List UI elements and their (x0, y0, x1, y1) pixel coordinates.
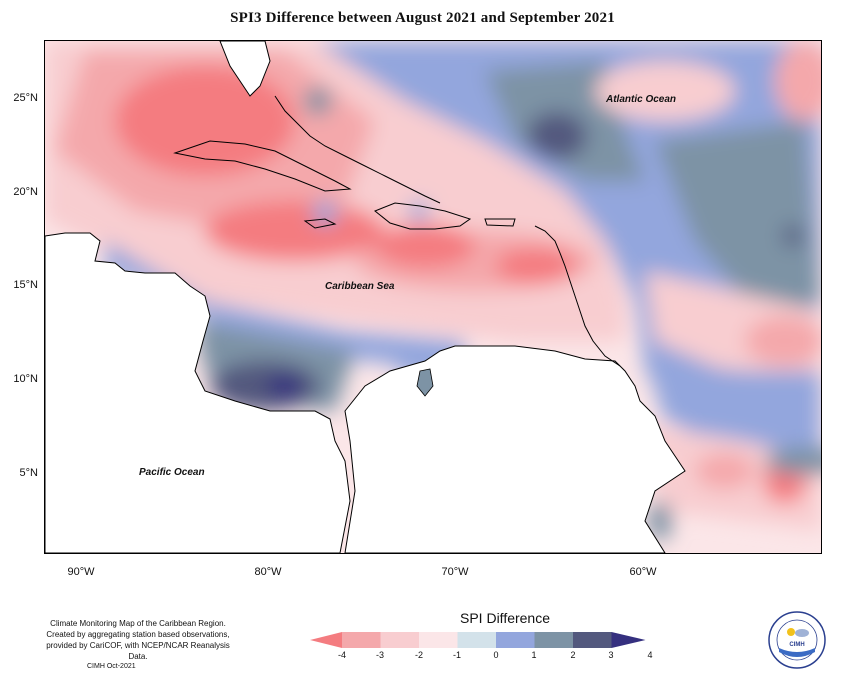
legend-tick: -4 (337, 650, 347, 660)
lat-label-20n: 20°N (13, 186, 38, 198)
legend-color-swatch (496, 632, 535, 648)
legend-tick: -3 (375, 650, 385, 660)
spi-difference-map (45, 41, 821, 553)
legend-tick: 3 (608, 650, 614, 660)
lesser-antilles-outline (534, 225, 621, 367)
legend-tick: -2 (414, 650, 424, 660)
lat-label-5n: 5°N (19, 467, 38, 479)
florida-land (219, 41, 271, 97)
lat-label-15n: 15°N (13, 279, 38, 291)
legend-title: SPI Difference (460, 610, 551, 626)
puerto-rico-outline (484, 218, 516, 227)
lake-maracaibo (416, 368, 434, 397)
legend-color-swatch (419, 632, 458, 648)
legend-color-swatch (573, 632, 612, 648)
lon-label-60w: 60°W (629, 566, 657, 578)
map-title: SPI3 Difference between August 2021 and … (230, 10, 615, 26)
legend-colorbar (310, 632, 646, 648)
caribbean-sea-label: Caribbean Sea (325, 281, 395, 292)
legend-tick: 2 (570, 650, 576, 660)
jamaica-outline (303, 218, 337, 229)
legend-color-swatch (611, 632, 646, 648)
legend-tick: -1 (452, 650, 462, 660)
map-description-note: Climate Monitoring Map of the Caribbean … (46, 619, 230, 661)
cloud-icon (795, 629, 809, 637)
legend-tick: 4 (647, 650, 653, 660)
lon-label-80w: 80°W (254, 566, 282, 578)
legend-color-swatch (380, 632, 419, 648)
cuba-outline (173, 140, 352, 192)
legend-tick: 1 (531, 650, 537, 660)
central-america-land (45, 232, 351, 553)
lon-label-90w: 90°W (67, 566, 95, 578)
pacific-ocean-label: Pacific Ocean (139, 467, 205, 478)
sun-icon (787, 628, 795, 636)
legend-tick: 0 (493, 650, 499, 660)
hispaniola-outline (374, 202, 472, 230)
issue-date: CIMH Oct-2021 (87, 663, 136, 670)
map-area (44, 40, 822, 554)
lat-label-25n: 25°N (13, 92, 38, 104)
legend-color-swatch (534, 632, 573, 648)
south-america-land (344, 345, 686, 553)
lon-label-70w: 70°W (441, 566, 469, 578)
legend-color-swatch (457, 632, 496, 648)
logo-text: CIMH (789, 642, 804, 648)
atlantic-ocean-label: Atlantic Ocean (606, 94, 677, 105)
bahamas-outline (274, 95, 441, 204)
legend-color-swatch (310, 632, 342, 648)
cimh-logo: CIMH (768, 611, 826, 669)
legend-color-swatch (342, 632, 381, 648)
lat-label-10n: 10°N (13, 373, 38, 385)
